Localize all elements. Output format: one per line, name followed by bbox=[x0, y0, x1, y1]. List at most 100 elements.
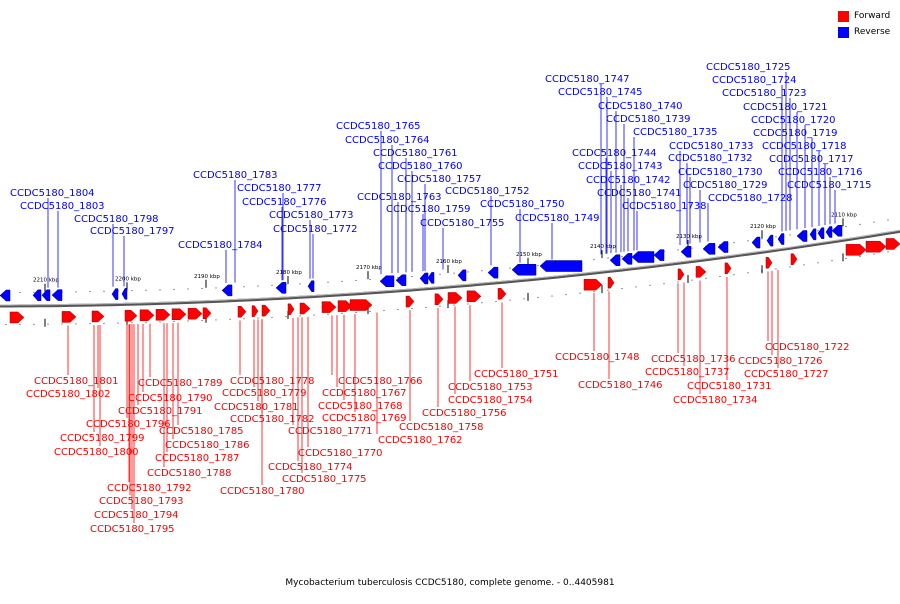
reverse-gene-label[interactable]: CCDC5180_1777 bbox=[237, 183, 322, 194]
reverse-gene-label[interactable]: CCDC5180_1783 bbox=[193, 170, 278, 181]
gene-arrow bbox=[121, 288, 128, 300]
reverse-gene-label[interactable]: CCDC5180_1721 bbox=[743, 102, 828, 113]
forward-gene-label[interactable]: CCDC5180_1781 bbox=[214, 402, 299, 413]
reverse-gene-label[interactable]: CCDC5180_1776 bbox=[242, 197, 327, 208]
forward-gene-label[interactable]: CCDC5180_1751 bbox=[474, 369, 559, 380]
reverse-gene-label[interactable]: CCDC5180_1730 bbox=[678, 167, 763, 178]
reverse-gene-label[interactable]: CCDC5180_1773 bbox=[269, 210, 354, 221]
reverse-gene-label[interactable]: CCDC5180_1797 bbox=[90, 226, 175, 237]
forward-gene-label[interactable]: CCDC5180_1753 bbox=[448, 382, 533, 393]
forward-gene-label[interactable]: CCDC5180_1737 bbox=[645, 367, 730, 378]
reverse-gene-label[interactable]: CCDC5180_1739 bbox=[606, 114, 691, 125]
reverse-gene-label[interactable]: CCDC5180_1745 bbox=[558, 87, 643, 98]
reverse-gene-label[interactable]: CCDC5180_1728 bbox=[708, 193, 793, 204]
reverse-gene-label[interactable]: CCDC5180_1803 bbox=[20, 201, 105, 212]
reverse-gene-label[interactable]: CCDC5180_1732 bbox=[668, 153, 753, 164]
reverse-gene-label[interactable]: CCDC5180_1743 bbox=[578, 161, 663, 172]
forward-gene-label[interactable]: CCDC5180_1768 bbox=[318, 401, 403, 412]
reverse-gene-label[interactable]: CCDC5180_1764 bbox=[345, 135, 430, 146]
forward-gene-label[interactable]: CCDC5180_1727 bbox=[744, 369, 829, 380]
reverse-gene-label[interactable]: CCDC5180_1761 bbox=[373, 148, 458, 159]
track-dot bbox=[33, 323, 35, 325]
forward-gene-label[interactable]: CCDC5180_1782 bbox=[230, 414, 315, 425]
forward-gene-label[interactable]: CCDC5180_1774 bbox=[268, 462, 353, 473]
reverse-gene-label[interactable]: CCDC5180_1757 bbox=[397, 174, 482, 185]
reverse-gene-label[interactable]: CCDC5180_1772 bbox=[273, 224, 358, 235]
forward-gene-label[interactable]: CCDC5180_1778 bbox=[230, 376, 315, 387]
forward-gene-label[interactable]: CCDC5180_1771 bbox=[288, 426, 373, 437]
forward-gene-label[interactable]: CCDC5180_1801 bbox=[34, 376, 119, 387]
forward-gene-label[interactable]: CCDC5180_1736 bbox=[651, 354, 736, 365]
forward-gene-label[interactable]: CCDC5180_1766 bbox=[338, 376, 423, 387]
reverse-gene-label[interactable]: CCDC5180_1715 bbox=[787, 180, 872, 191]
reverse-gene-label[interactable]: CCDC5180_1763 bbox=[357, 192, 442, 203]
forward-gene-label[interactable]: CCDC5180_1791 bbox=[118, 406, 203, 417]
reverse-gene-label[interactable]: CCDC5180_1741 bbox=[597, 188, 682, 199]
forward-gene-label[interactable]: CCDC5180_1746 bbox=[578, 380, 663, 391]
reverse-gene-label[interactable]: CCDC5180_1760 bbox=[378, 161, 463, 172]
reverse-gene-label[interactable]: CCDC5180_1784 bbox=[178, 240, 263, 251]
forward-gene-label[interactable]: CCDC5180_1792 bbox=[107, 483, 192, 494]
forward-gene-label[interactable]: CCDC5180_1800 bbox=[54, 447, 139, 458]
track-dot bbox=[173, 320, 175, 322]
reverse-gene-label[interactable]: CCDC5180_1719 bbox=[753, 128, 838, 139]
forward-gene-label[interactable]: CCDC5180_1785 bbox=[159, 426, 244, 437]
reverse-gene-label[interactable]: CCDC5180_1716 bbox=[778, 167, 863, 178]
reverse-gene-label[interactable]: CCDC5180_1729 bbox=[683, 180, 768, 191]
forward-gene-label[interactable]: CCDC5180_1786 bbox=[165, 440, 250, 451]
track-dot bbox=[537, 264, 539, 266]
reverse-gene-label[interactable]: CCDC5180_1749 bbox=[515, 213, 600, 224]
forward-gene-label[interactable]: CCDC5180_1795 bbox=[90, 524, 175, 535]
reverse-gene-label[interactable]: CCDC5180_1720 bbox=[751, 115, 836, 126]
forward-gene-label[interactable]: CCDC5180_1769 bbox=[322, 413, 407, 424]
reverse-gene-label[interactable]: CCDC5180_1717 bbox=[769, 154, 854, 165]
reverse-gene-label[interactable]: CCDC5180_1733 bbox=[669, 141, 754, 152]
forward-gene-label[interactable]: CCDC5180_1796 bbox=[86, 419, 171, 430]
forward-gene-label[interactable]: CCDC5180_1794 bbox=[94, 510, 179, 521]
forward-gene-label[interactable]: CCDC5180_1779 bbox=[222, 388, 307, 399]
reverse-gene-label[interactable]: CCDC5180_1759 bbox=[386, 204, 471, 215]
track-dot bbox=[803, 264, 805, 266]
forward-gene-label[interactable]: CCDC5180_1788 bbox=[147, 468, 232, 479]
forward-gene-label[interactable]: CCDC5180_1793 bbox=[99, 496, 184, 507]
reverse-gene-label[interactable]: CCDC5180_1725 bbox=[706, 62, 791, 73]
track-dot bbox=[607, 257, 609, 259]
forward-gene-label[interactable]: CCDC5180_1748 bbox=[555, 352, 640, 363]
forward-gene-label[interactable]: CCDC5180_1726 bbox=[738, 356, 823, 367]
reverse-gene-label[interactable]: CCDC5180_1750 bbox=[480, 199, 565, 210]
forward-gene-label[interactable]: CCDC5180_1802 bbox=[26, 389, 111, 400]
reverse-gene-label[interactable]: CCDC5180_1744 bbox=[572, 148, 657, 159]
reverse-gene-label[interactable]: CCDC5180_1723 bbox=[722, 88, 807, 99]
track-dot bbox=[775, 268, 777, 270]
forward-gene-label[interactable]: CCDC5180_1756 bbox=[422, 408, 507, 419]
forward-gene-label[interactable]: CCDC5180_1722 bbox=[765, 342, 850, 353]
forward-gene-label[interactable]: CCDC5180_1770 bbox=[298, 448, 383, 459]
reverse-gene-label[interactable]: CCDC5180_1755 bbox=[420, 218, 505, 229]
reverse-gene-label[interactable]: CCDC5180_1798 bbox=[74, 214, 159, 225]
forward-gene-label[interactable]: CCDC5180_1775 bbox=[282, 474, 367, 485]
forward-gene-label[interactable]: CCDC5180_1799 bbox=[60, 433, 145, 444]
reverse-gene-label[interactable]: CCDC5180_1765 bbox=[336, 121, 421, 132]
forward-gene-label[interactable]: CCDC5180_1734 bbox=[673, 395, 758, 406]
reverse-gene-label[interactable]: CCDC5180_1747 bbox=[545, 74, 630, 85]
reverse-gene-label[interactable]: CCDC5180_1738 bbox=[622, 201, 707, 212]
reverse-gene-label[interactable]: CCDC5180_1718 bbox=[762, 141, 847, 152]
forward-gene-label[interactable]: CCDC5180_1754 bbox=[448, 395, 533, 406]
forward-gene-label[interactable]: CCDC5180_1731 bbox=[687, 381, 772, 392]
reverse-gene-label[interactable]: CCDC5180_1735 bbox=[633, 127, 718, 138]
reverse-gene-label[interactable]: CCDC5180_1752 bbox=[445, 186, 530, 197]
forward-gene-label[interactable]: CCDC5180_1789 bbox=[138, 378, 223, 389]
reverse-gene-label[interactable]: CCDC5180_1742 bbox=[586, 175, 671, 186]
forward-gene-label[interactable]: CCDC5180_1780 bbox=[220, 486, 305, 497]
forward-gene-label[interactable]: CCDC5180_1787 bbox=[155, 453, 240, 464]
tick-label: 2190 kbp bbox=[194, 274, 220, 280]
forward-gene-label[interactable]: CCDC5180_1767 bbox=[322, 388, 407, 399]
reverse-gene-label[interactable]: CCDC5180_1804 bbox=[10, 188, 95, 199]
gene-arrow bbox=[91, 310, 105, 323]
gene-arrow bbox=[299, 302, 311, 315]
forward-gene-label[interactable]: CCDC5180_1762 bbox=[378, 435, 463, 446]
forward-gene-label[interactable]: CCDC5180_1758 bbox=[399, 422, 484, 433]
forward-gene-label[interactable]: CCDC5180_1790 bbox=[128, 393, 213, 404]
reverse-gene-label[interactable]: CCDC5180_1724 bbox=[712, 75, 797, 86]
reverse-gene-label[interactable]: CCDC5180_1740 bbox=[598, 101, 683, 112]
